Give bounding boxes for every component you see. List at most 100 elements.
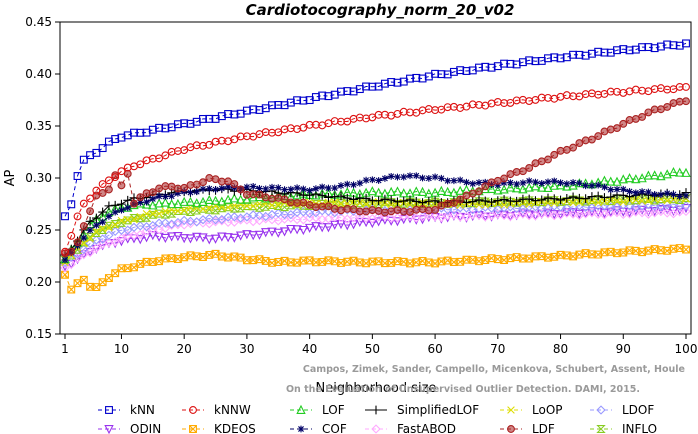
data-point bbox=[543, 193, 553, 203]
data-point bbox=[111, 221, 119, 229]
data-point bbox=[161, 151, 170, 160]
data-point bbox=[148, 220, 158, 231]
data-point bbox=[437, 174, 445, 182]
data-point bbox=[61, 247, 69, 256]
data-point bbox=[160, 223, 171, 233]
data-point bbox=[682, 192, 690, 200]
data-point bbox=[311, 212, 321, 223]
x-axis-label: Neighborhood size bbox=[316, 381, 437, 396]
data-point bbox=[98, 180, 107, 188]
data-point bbox=[223, 212, 233, 222]
data-point bbox=[268, 183, 276, 191]
data-point bbox=[135, 229, 145, 240]
data-point bbox=[486, 183, 497, 193]
data-point bbox=[525, 254, 534, 263]
data-point bbox=[549, 201, 559, 211]
data-point bbox=[613, 124, 621, 133]
data-point bbox=[210, 215, 221, 225]
data-point bbox=[394, 173, 401, 181]
data-point bbox=[662, 169, 672, 179]
data-point bbox=[549, 210, 559, 220]
data-point bbox=[229, 193, 240, 203]
legend-label: KDEOS bbox=[214, 422, 256, 434]
data-point bbox=[160, 218, 171, 228]
data-point bbox=[393, 206, 402, 214]
data-point bbox=[525, 200, 533, 208]
data-point bbox=[619, 198, 628, 206]
data-point bbox=[110, 237, 120, 247]
data-point bbox=[637, 173, 647, 183]
data-point bbox=[99, 218, 107, 226]
data-point bbox=[475, 200, 483, 209]
data-point bbox=[173, 184, 182, 193]
data-point bbox=[193, 188, 201, 196]
data-point bbox=[268, 201, 276, 210]
data-point bbox=[192, 198, 202, 208]
data-point bbox=[161, 207, 170, 215]
data-point bbox=[638, 112, 647, 121]
data-point bbox=[66, 252, 76, 262]
x-tick-label: 50 bbox=[365, 342, 380, 356]
data-point bbox=[568, 180, 578, 190]
data-point bbox=[318, 183, 326, 191]
data-point bbox=[274, 184, 282, 192]
data-point bbox=[148, 188, 157, 197]
data-point bbox=[148, 224, 158, 234]
data-point bbox=[230, 135, 239, 144]
legend-item-odin: ODIN bbox=[98, 422, 161, 434]
data-point bbox=[205, 174, 214, 182]
data-point bbox=[431, 259, 440, 268]
data-point bbox=[117, 181, 126, 190]
data-point bbox=[625, 116, 634, 124]
data-point bbox=[92, 186, 101, 195]
x-tick-label: 100 bbox=[675, 342, 698, 356]
data-point bbox=[568, 195, 578, 204]
series-line bbox=[64, 197, 687, 263]
data-point bbox=[450, 177, 458, 185]
data-point bbox=[494, 181, 502, 189]
x-tick-label: 30 bbox=[239, 342, 254, 356]
data-point bbox=[543, 209, 553, 219]
data-point bbox=[142, 209, 151, 218]
data-point bbox=[336, 191, 346, 201]
data-point bbox=[123, 225, 133, 235]
data-point bbox=[525, 164, 534, 172]
data-point bbox=[135, 198, 145, 208]
data-point bbox=[431, 206, 440, 214]
data-point bbox=[474, 197, 484, 206]
data-point bbox=[355, 211, 365, 222]
data-point bbox=[97, 234, 108, 244]
data-point bbox=[286, 224, 296, 235]
data-point bbox=[532, 178, 539, 186]
data-point bbox=[111, 269, 120, 278]
data-point bbox=[217, 196, 227, 206]
data-point bbox=[350, 181, 357, 189]
data-point bbox=[519, 179, 527, 187]
legend-item-ldf: LDF bbox=[500, 422, 555, 434]
data-point bbox=[373, 187, 384, 197]
data-point bbox=[569, 143, 578, 152]
data-point bbox=[122, 216, 133, 225]
data-point bbox=[110, 200, 120, 210]
data-point bbox=[92, 227, 101, 236]
data-point bbox=[481, 182, 490, 191]
data-point bbox=[461, 213, 472, 223]
data-point bbox=[612, 207, 622, 218]
data-point bbox=[511, 203, 522, 214]
data-point bbox=[92, 148, 101, 157]
data-point bbox=[235, 231, 246, 241]
data-point bbox=[412, 205, 421, 214]
data-point bbox=[299, 123, 308, 132]
data-point bbox=[662, 208, 672, 218]
data-point bbox=[651, 191, 659, 198]
legend-swatch-marker bbox=[596, 425, 606, 433]
data-point bbox=[92, 283, 101, 292]
data-point bbox=[298, 207, 309, 217]
legend-item-cof: COF bbox=[290, 422, 347, 434]
data-point bbox=[242, 194, 252, 204]
data-point bbox=[205, 250, 214, 259]
data-point bbox=[487, 99, 496, 108]
data-point bbox=[601, 183, 608, 191]
data-point bbox=[594, 132, 603, 141]
data-point bbox=[392, 186, 403, 196]
